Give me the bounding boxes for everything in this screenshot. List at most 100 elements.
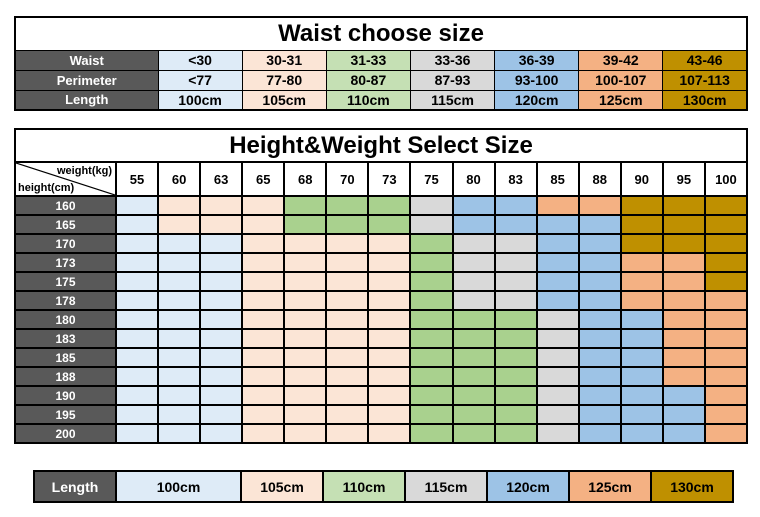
- size-cell-130: [619, 195, 664, 216]
- size-cell-100: [199, 366, 244, 387]
- weight-column-header: 95: [661, 161, 706, 197]
- size-cell-120: [451, 214, 496, 235]
- size-cell-115: [535, 309, 580, 330]
- legend-item-120cm: 120cm: [486, 470, 570, 503]
- size-cell-130: [661, 214, 706, 235]
- size-cell-105: [325, 404, 370, 425]
- size-cell-115: [535, 366, 580, 387]
- size-cell-105: [367, 385, 412, 406]
- legend-item-115cm: 115cm: [404, 470, 488, 503]
- height-row: 190: [14, 385, 749, 406]
- height-row-header: 173: [14, 252, 117, 273]
- diagonal-divider-line: [16, 163, 115, 195]
- size-cell-125: [661, 366, 706, 387]
- size-cell-110: [283, 214, 328, 235]
- height-row-header: 188: [14, 366, 117, 387]
- size-cell-120: [577, 385, 622, 406]
- size-cell-110: [493, 404, 538, 425]
- size-cell-110: [451, 328, 496, 349]
- size-cell-120: [535, 233, 580, 254]
- waist-value-cell: 100-107: [578, 69, 664, 91]
- size-cell-100: [114, 366, 160, 387]
- size-cell-125: [619, 290, 664, 311]
- waist-value-cell: 110cm: [325, 89, 411, 111]
- size-cell-125: [703, 290, 749, 311]
- size-cell-120: [577, 214, 622, 235]
- size-cell-110: [409, 347, 454, 368]
- hw-title-row: Height&Weight Select Size: [14, 128, 748, 163]
- waist-value-cell: 36-39: [494, 49, 580, 71]
- size-cell-110: [493, 385, 538, 406]
- weight-column-header: 88: [577, 161, 622, 197]
- size-cell-100: [199, 328, 244, 349]
- size-cell-105: [283, 233, 328, 254]
- size-cell-115: [535, 423, 580, 444]
- waist-value-cell: 43-46: [662, 49, 748, 71]
- size-cell-105: [367, 252, 412, 273]
- size-cell-130: [703, 214, 749, 235]
- waist-value-cell: 100cm: [157, 89, 243, 111]
- size-cell-105: [283, 271, 328, 292]
- size-cell-125: [535, 195, 580, 216]
- size-cell-100: [157, 366, 202, 387]
- waist-table-title: Waist choose size: [14, 16, 748, 51]
- waist-value-cell: 130cm: [662, 89, 748, 111]
- size-cell-130: [703, 233, 749, 254]
- height-row: 195: [14, 404, 749, 425]
- size-cell-100: [199, 309, 244, 330]
- size-cell-115: [535, 404, 580, 425]
- size-cell-100: [199, 385, 244, 406]
- size-cell-105: [241, 385, 286, 406]
- legend-item-100cm: 100cm: [115, 470, 242, 503]
- size-cell-115: [493, 271, 538, 292]
- weight-column-header: 70: [325, 161, 370, 197]
- weight-axis-label: weight(kg): [57, 165, 112, 177]
- size-cell-105: [367, 347, 412, 368]
- waist-value-cell: <77: [157, 69, 243, 91]
- size-cell-105: [241, 252, 286, 273]
- size-cell-125: [661, 252, 706, 273]
- waist-row-header: Waist: [14, 49, 159, 71]
- size-cell-115: [451, 271, 496, 292]
- size-cell-105: [325, 366, 370, 387]
- size-cell-125: [661, 328, 706, 349]
- weight-column-header: 55: [114, 161, 160, 197]
- hw-table-title: Height&Weight Select Size: [14, 128, 748, 163]
- size-cell-105: [367, 309, 412, 330]
- size-cell-100: [157, 385, 202, 406]
- size-cell-110: [451, 404, 496, 425]
- size-cell-125: [661, 309, 706, 330]
- size-cell-130: [661, 195, 706, 216]
- size-cell-100: [157, 309, 202, 330]
- height-row-header: 180: [14, 309, 117, 330]
- size-cell-105: [199, 214, 244, 235]
- size-cell-125: [619, 252, 664, 273]
- size-cell-120: [577, 366, 622, 387]
- size-cell-120: [619, 385, 664, 406]
- size-cell-105: [367, 290, 412, 311]
- size-cell-120: [577, 347, 622, 368]
- size-cell-125: [703, 423, 749, 444]
- size-cell-100: [157, 423, 202, 444]
- size-cell-105: [241, 309, 286, 330]
- size-cell-125: [703, 404, 749, 425]
- height-axis-label: height(cm): [18, 182, 75, 194]
- size-cell-100: [199, 252, 244, 273]
- size-cell-105: [283, 290, 328, 311]
- size-cell-100: [114, 290, 160, 311]
- size-cell-105: [367, 366, 412, 387]
- size-cell-105: [283, 252, 328, 273]
- size-cell-115: [409, 195, 454, 216]
- size-cell-110: [451, 385, 496, 406]
- size-cell-105: [367, 233, 412, 254]
- waist-value-cell: 93-100: [494, 69, 580, 91]
- size-cell-105: [241, 366, 286, 387]
- size-cell-105: [283, 366, 328, 387]
- length-legend: Length 100cm 105cm 110cm 115cm 120cm 125cm 130…: [33, 470, 734, 503]
- size-cell-100: [157, 328, 202, 349]
- size-cell-105: [241, 328, 286, 349]
- size-cell-105: [241, 233, 286, 254]
- size-cell-100: [157, 347, 202, 368]
- size-cell-115: [451, 252, 496, 273]
